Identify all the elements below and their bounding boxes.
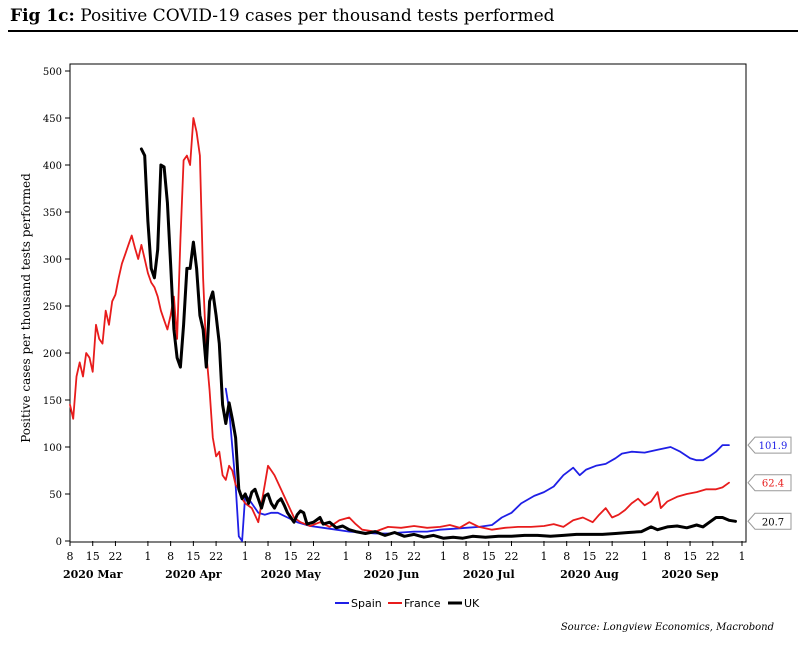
end-label-box-france bbox=[747, 474, 792, 492]
y-tick-label: 50 bbox=[49, 490, 62, 501]
x-tick-label: 15 bbox=[582, 550, 596, 563]
y-tick-label: 400 bbox=[43, 161, 62, 172]
y-tick-label: 250 bbox=[43, 302, 62, 313]
x-tick-label: 15 bbox=[284, 550, 298, 563]
series-lines bbox=[69, 117, 737, 542]
x-tick-label: 1 bbox=[440, 550, 447, 563]
x-tick-label: 1 bbox=[144, 550, 151, 563]
y-axis: 0 50 100 150 200 250 300 350 400 450 500 bbox=[43, 67, 70, 548]
y-tick-label: 500 bbox=[43, 67, 62, 78]
y-tick-label: 350 bbox=[43, 208, 62, 219]
x-tick-label: 8 bbox=[463, 550, 470, 563]
x-tick-label: 15 bbox=[683, 550, 697, 563]
x-month-label: 2020 Jul bbox=[463, 568, 515, 581]
x-tick-label: 8 bbox=[664, 550, 671, 563]
x-month-label: 2020 Jun bbox=[364, 568, 420, 581]
x-axis: 8 15 22 1 8 15 22 1 8 15 22 1 8 15 22 1 8 15 22 1 8 15 22 1 8 15 2… bbox=[63, 541, 746, 581]
legend-label-spain: Spain bbox=[351, 597, 382, 610]
figure-header: Fig 1c: Positive COVID-19 cases per thou… bbox=[8, 4, 798, 32]
x-tick-label: 15 bbox=[384, 550, 398, 563]
y-tick-label: 450 bbox=[43, 114, 62, 125]
x-tick-label: 8 bbox=[563, 550, 570, 563]
legend: Spain France UK bbox=[335, 597, 480, 610]
y-tick-label: 300 bbox=[43, 255, 62, 266]
x-tick-label: 22 bbox=[306, 550, 320, 563]
legend-label-france: France bbox=[404, 597, 441, 610]
x-month-label: 2020 Aug bbox=[560, 568, 619, 581]
x-tick-label: 8 bbox=[67, 550, 74, 563]
x-tick-label: 1 bbox=[342, 550, 349, 563]
x-tick-label: 15 bbox=[186, 550, 200, 563]
end-label-spain: 101.9 bbox=[759, 441, 788, 452]
x-month-label: 2020 May bbox=[261, 568, 322, 581]
series-line-france bbox=[69, 117, 730, 533]
series-line-uk bbox=[139, 147, 737, 540]
x-tick-label: 8 bbox=[265, 550, 272, 563]
x-tick-label: 22 bbox=[706, 550, 720, 563]
end-label-box-uk bbox=[747, 512, 792, 530]
x-tick-label: 8 bbox=[167, 550, 174, 563]
x-tick-label: 15 bbox=[482, 550, 496, 563]
x-tick-label: 1 bbox=[540, 550, 547, 563]
end-label-box-spain bbox=[747, 436, 792, 454]
y-tick-label: 200 bbox=[43, 349, 62, 360]
source-note: Source: Longview Economics, Macrobond bbox=[560, 622, 774, 633]
figure-title: Fig 1c: Positive COVID-19 cases per thou… bbox=[10, 6, 555, 26]
x-tick-label: 8 bbox=[365, 550, 372, 563]
x-tick-label: 22 bbox=[108, 550, 122, 563]
end-label-uk: 20.7 bbox=[762, 517, 784, 528]
x-tick-label: 22 bbox=[209, 550, 223, 563]
x-tick-label: 1 bbox=[739, 550, 746, 563]
y-axis-label: Positive cases per thousand tests perfor… bbox=[19, 173, 33, 443]
x-month-label: 2020 Apr bbox=[165, 568, 222, 581]
x-month-label: 2020 Mar bbox=[63, 568, 123, 581]
y-tick-label: 100 bbox=[43, 443, 62, 454]
plot-area bbox=[69, 63, 747, 543]
x-tick-label: 22 bbox=[505, 550, 519, 563]
x-tick-label: 1 bbox=[242, 550, 249, 563]
x-tick-label: 22 bbox=[605, 550, 619, 563]
y-tick-label: 150 bbox=[43, 396, 62, 407]
legend-label-uk: UK bbox=[464, 597, 480, 610]
figure-label: Fig 1c: bbox=[10, 6, 75, 26]
figure-title-text: Positive COVID-19 cases per thousand tes… bbox=[80, 6, 555, 26]
x-tick-label: 1 bbox=[641, 550, 648, 563]
end-labels: 101.9 62.4 20.7 bbox=[747, 436, 792, 530]
x-tick-label: 15 bbox=[86, 550, 100, 563]
x-tick-label: 22 bbox=[407, 550, 421, 563]
series-line-spain bbox=[224, 387, 730, 542]
end-label-france: 62.4 bbox=[762, 479, 784, 490]
y-tick-label: 0 bbox=[56, 537, 62, 548]
x-month-label: 2020 Sep bbox=[662, 568, 719, 581]
